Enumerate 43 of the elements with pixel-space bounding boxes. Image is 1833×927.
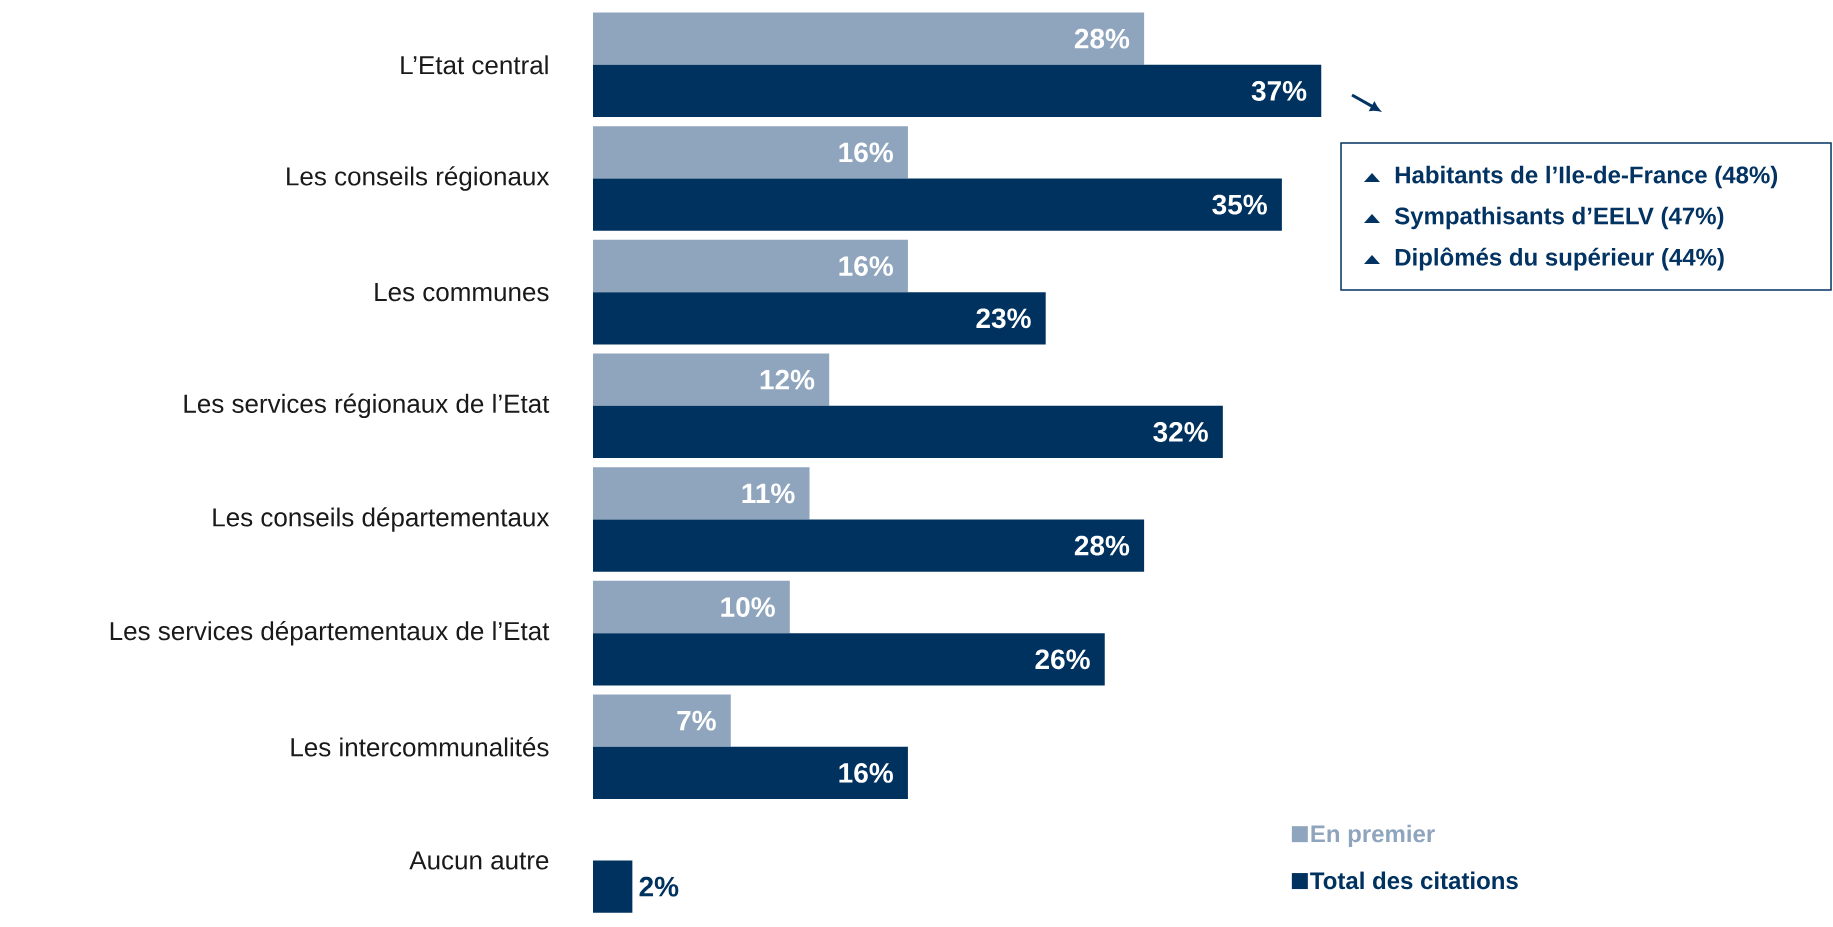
bar bbox=[593, 860, 633, 913]
data-label: 16% bbox=[839, 256, 893, 276]
bar bbox=[593, 694, 731, 747]
y-tick-label: Aucun autre bbox=[409, 851, 549, 870]
y-tick-label: Les services départementaux de l’Etat bbox=[110, 620, 550, 646]
bar bbox=[593, 633, 1105, 686]
y-tick-label: L’Etat central bbox=[401, 55, 548, 75]
annotation: Sympathisants d’EELV (47%) bbox=[1394, 206, 1724, 230]
bar bbox=[593, 126, 908, 179]
y-tick-label: Les intercommunalités bbox=[291, 737, 549, 757]
bar bbox=[593, 239, 908, 293]
bar bbox=[593, 64, 1322, 118]
legend-label: Total des citations bbox=[1310, 871, 1518, 890]
data-label: 11% bbox=[742, 483, 795, 504]
y-tick-label: Les conseils départementaux bbox=[213, 507, 550, 532]
bar bbox=[593, 467, 810, 520]
bar bbox=[593, 746, 908, 800]
data-label: 2% bbox=[639, 876, 679, 897]
data-label: 32% bbox=[1153, 422, 1208, 442]
legend-label: En premier bbox=[1311, 824, 1435, 848]
annotation: Habitants de l’Ile-de-France (48%) bbox=[1395, 165, 1778, 189]
bar bbox=[593, 178, 1282, 231]
data-label: 35% bbox=[1212, 194, 1267, 215]
annotation: Diplômés du supérieur (44%) bbox=[1395, 247, 1724, 271]
data-label: 23% bbox=[976, 308, 1031, 329]
data-label: 10% bbox=[721, 597, 775, 617]
data-label: 28% bbox=[1074, 535, 1130, 556]
bar bbox=[593, 405, 1223, 459]
y-tick-label: Les services régionaux de l’Etat bbox=[184, 393, 550, 419]
y-tick-label: Les communes bbox=[375, 283, 549, 302]
bar bbox=[593, 12, 1145, 65]
data-label: 7% bbox=[677, 710, 716, 731]
data-label: 28% bbox=[1074, 28, 1130, 49]
bar bbox=[593, 353, 830, 406]
y-tick-label: Les conseils régionaux bbox=[287, 166, 550, 191]
bar bbox=[593, 580, 790, 634]
data-label: 37% bbox=[1251, 81, 1307, 101]
data-label: 26% bbox=[1035, 649, 1090, 670]
data-label: 16% bbox=[839, 763, 893, 783]
bar bbox=[593, 292, 1046, 345]
data-label: 16% bbox=[839, 142, 893, 163]
bar bbox=[593, 519, 1145, 572]
data-label: 12% bbox=[760, 369, 815, 390]
